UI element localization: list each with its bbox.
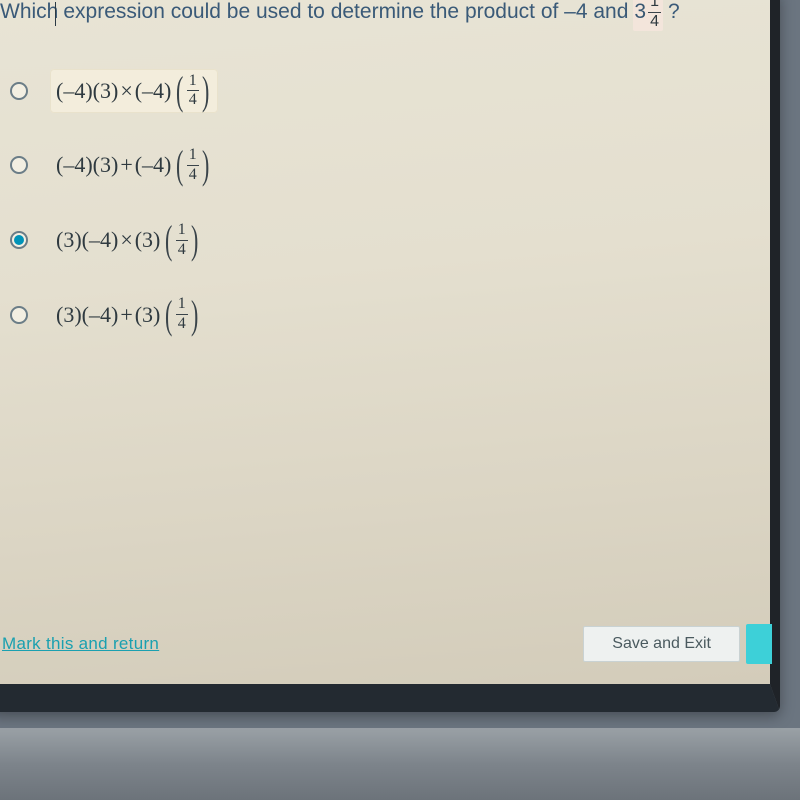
right-paren: )	[191, 222, 198, 258]
option-row-1[interactable]: (–4)(3)+(–4)(14)	[10, 143, 760, 188]
expr-part: +	[120, 302, 132, 328]
option-row-2[interactable]: (3)(–4)×(3)(14)	[10, 218, 760, 263]
right-paren: )	[202, 147, 209, 183]
fraction: 14	[176, 296, 188, 333]
question-text: Which expression could be used to determ…	[0, 0, 760, 51]
big-paren-fraction: (14)	[162, 222, 201, 259]
fraction-num: 1	[176, 222, 188, 239]
save-and-exit-button[interactable]: Save and Exit	[583, 626, 740, 662]
radio-button[interactable]	[10, 82, 28, 100]
quiz-panel: Which expression could be used to determ…	[0, 0, 780, 712]
fraction-den: 4	[187, 167, 199, 184]
question-prefix: Which	[0, 0, 58, 23]
big-paren-fraction: (14)	[173, 73, 212, 110]
mixed-den: 4	[648, 14, 661, 31]
option-expression: (–4)(3)+(–4)(14)	[50, 143, 218, 188]
fraction-num: 1	[176, 296, 188, 313]
expr-part: (–4)	[135, 152, 172, 178]
desk-surface	[0, 728, 800, 800]
question-mark: ?	[668, 0, 680, 26]
fraction-num: 1	[187, 147, 199, 164]
mixed-number: 3 1 4	[633, 0, 663, 31]
fraction-num: 1	[187, 73, 199, 90]
text-cursor	[55, 2, 56, 26]
mark-and-return-link[interactable]: Mark this and return	[2, 634, 159, 654]
options-list: (–4)(3)×(–4)(14)(–4)(3)+(–4)(14)(3)(–4)×…	[0, 69, 760, 337]
option-expression: (3)(–4)+(3)(14)	[50, 292, 207, 337]
footer-bar: Mark this and return Save and Exit	[2, 626, 740, 662]
fraction-den: 4	[176, 316, 188, 333]
expr-part: (–4)	[135, 78, 172, 104]
next-button-sliver[interactable]	[746, 624, 772, 664]
left-paren: (	[165, 297, 172, 333]
option-expression: (–4)(3)×(–4)(14)	[50, 69, 218, 114]
radio-button[interactable]	[10, 156, 28, 174]
expr-part: ×	[120, 227, 132, 253]
question-rest: expression could be used to determine th…	[63, 0, 628, 26]
right-paren: )	[202, 73, 209, 109]
expr-part: (–4)(3)	[56, 152, 118, 178]
left-paren: (	[165, 222, 172, 258]
big-paren-fraction: (14)	[173, 147, 212, 184]
radio-button[interactable]	[10, 306, 28, 324]
mixed-whole: 3	[634, 0, 646, 26]
fraction-den: 4	[187, 92, 199, 109]
mixed-fraction: 1 4	[648, 0, 661, 31]
expr-part: (3)	[135, 302, 161, 328]
question-first-word: Which	[0, 0, 58, 26]
left-paren: (	[176, 73, 183, 109]
option-expression: (3)(–4)×(3)(14)	[50, 218, 207, 263]
screen-root: Which expression could be used to determ…	[0, 0, 800, 800]
fraction-den: 4	[176, 242, 188, 259]
expr-part: (3)(–4)	[56, 227, 118, 253]
expr-part: (3)	[135, 227, 161, 253]
mixed-num: 1	[648, 0, 661, 11]
expr-part: (3)(–4)	[56, 302, 118, 328]
big-paren-fraction: (14)	[162, 296, 201, 333]
content-area: Which expression could be used to determ…	[0, 0, 770, 337]
expr-part: +	[120, 152, 132, 178]
expr-part: ×	[120, 78, 132, 104]
left-paren: (	[176, 147, 183, 183]
fraction: 14	[176, 222, 188, 259]
option-row-0[interactable]: (–4)(3)×(–4)(14)	[10, 69, 760, 114]
radio-button[interactable]	[10, 231, 28, 249]
option-row-3[interactable]: (3)(–4)+(3)(14)	[10, 292, 760, 337]
fraction: 14	[187, 73, 199, 110]
fraction: 14	[187, 147, 199, 184]
expr-part: (–4)(3)	[56, 78, 118, 104]
right-paren: )	[191, 297, 198, 333]
